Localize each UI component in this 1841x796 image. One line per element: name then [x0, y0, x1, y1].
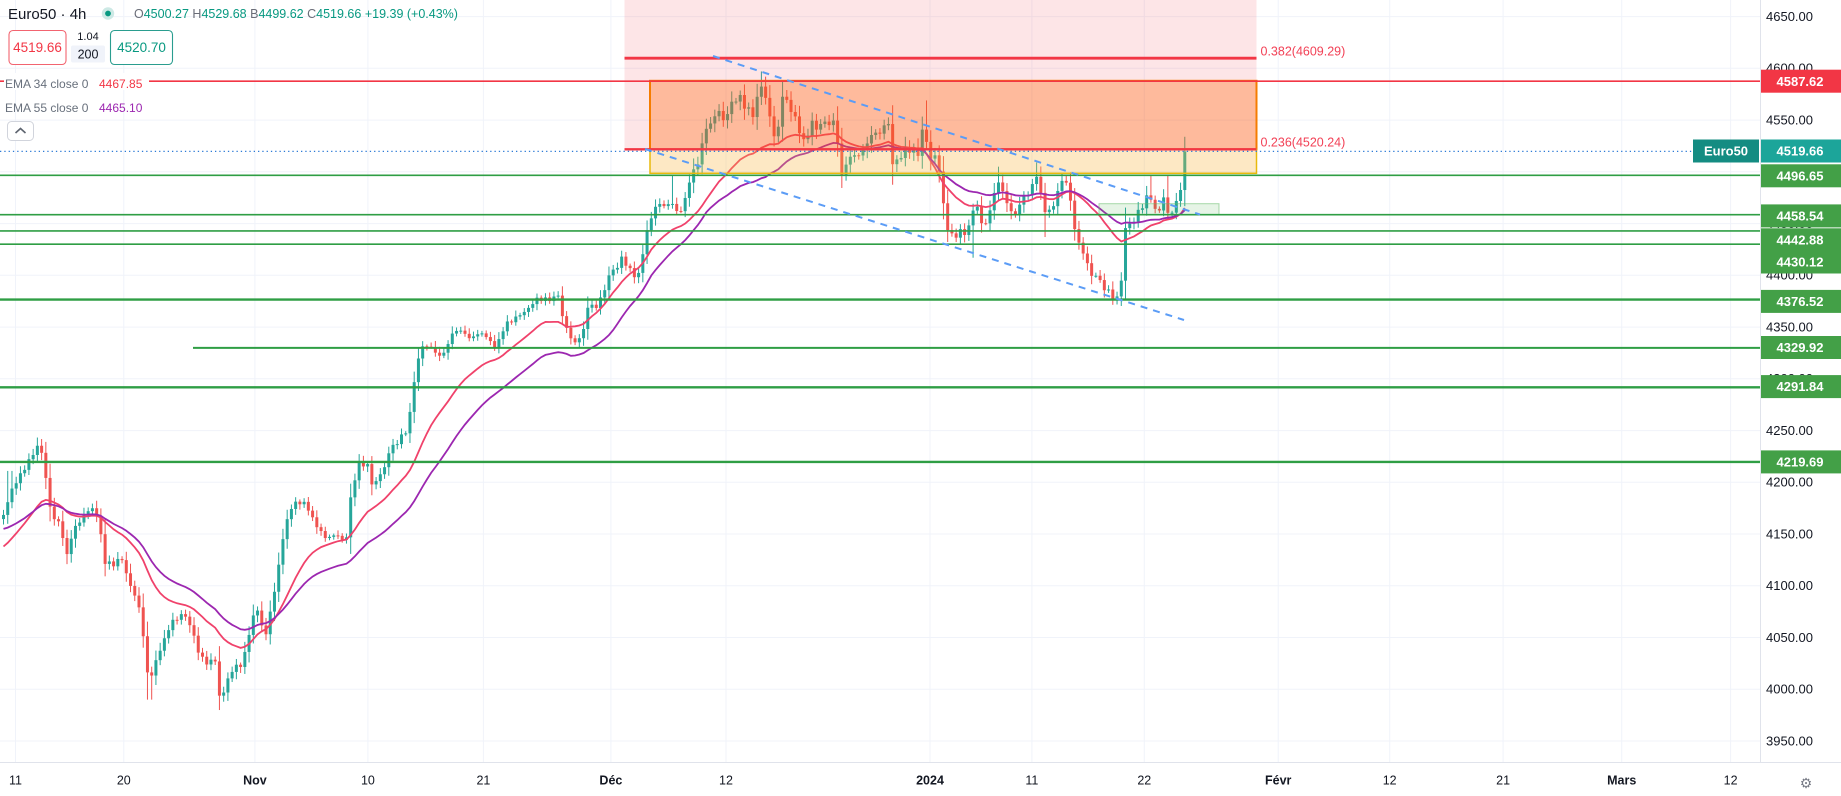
- svg-text:0.236(4520.24): 0.236(4520.24): [1261, 136, 1346, 150]
- svg-text:Mars: Mars: [1607, 774, 1636, 788]
- svg-text:4650.00: 4650.00: [1766, 9, 1813, 24]
- svg-text:4430.12: 4430.12: [1777, 255, 1824, 270]
- svg-text:2024: 2024: [916, 774, 944, 788]
- svg-text:Févr: Févr: [1265, 774, 1292, 788]
- svg-text:4100.00: 4100.00: [1766, 578, 1813, 593]
- svg-text:11: 11: [9, 774, 22, 788]
- svg-text:4329.92: 4329.92: [1777, 340, 1824, 355]
- svg-text:⚙: ⚙: [1800, 775, 1813, 791]
- svg-text:Nov: Nov: [243, 774, 267, 788]
- svg-text:12: 12: [1724, 774, 1738, 788]
- svg-text:200: 200: [78, 48, 99, 62]
- svg-text:EMA 55 close 0: EMA 55 close 0: [5, 101, 89, 115]
- svg-text:4442.88: 4442.88: [1777, 232, 1824, 247]
- svg-text:4200.00: 4200.00: [1766, 475, 1813, 490]
- svg-text:10: 10: [361, 774, 375, 788]
- svg-text:3950.00: 3950.00: [1766, 733, 1813, 748]
- svg-text:4250.00: 4250.00: [1766, 423, 1813, 438]
- svg-text:4467.85: 4467.85: [99, 77, 143, 91]
- svg-text:4587.62: 4587.62: [1777, 74, 1824, 89]
- svg-text:11: 11: [1025, 774, 1038, 788]
- svg-text:20: 20: [117, 774, 131, 788]
- svg-text:4291.84: 4291.84: [1777, 379, 1825, 394]
- svg-text:4465.10: 4465.10: [99, 101, 143, 115]
- svg-text:4519.66: 4519.66: [13, 40, 62, 55]
- svg-text:4520.70: 4520.70: [117, 40, 166, 55]
- svg-text:1.04: 1.04: [77, 31, 98, 43]
- svg-text:22: 22: [1137, 774, 1151, 788]
- svg-text:4550.00: 4550.00: [1766, 112, 1813, 127]
- svg-text:4458.54: 4458.54: [1777, 209, 1825, 224]
- svg-text:4496.65: 4496.65: [1777, 168, 1824, 183]
- svg-text:0.382(4609.29): 0.382(4609.29): [1261, 45, 1346, 59]
- svg-text:12: 12: [719, 774, 733, 788]
- svg-text:O4500.27 H4529.68 B4499.62 C45: O4500.27 H4529.68 B4499.62 C4519.66 +19.…: [134, 7, 458, 21]
- svg-text:Euro50: Euro50: [1704, 144, 1748, 159]
- svg-text:EMA 34 close 0: EMA 34 close 0: [5, 77, 89, 91]
- svg-text:4350.00: 4350.00: [1766, 319, 1813, 334]
- svg-text:4219.69: 4219.69: [1777, 455, 1824, 470]
- svg-text:4050.00: 4050.00: [1766, 630, 1813, 645]
- svg-text:Euro50 · 4h: Euro50 · 4h: [8, 6, 86, 23]
- svg-text:21: 21: [476, 774, 490, 788]
- svg-text:4000.00: 4000.00: [1766, 682, 1813, 697]
- svg-text:12: 12: [1383, 774, 1397, 788]
- svg-text:Déc: Déc: [599, 774, 622, 788]
- svg-text:21: 21: [1496, 774, 1510, 788]
- svg-text:4376.52: 4376.52: [1777, 294, 1824, 309]
- svg-text:4150.00: 4150.00: [1766, 526, 1813, 541]
- svg-text:4519.66: 4519.66: [1777, 144, 1824, 159]
